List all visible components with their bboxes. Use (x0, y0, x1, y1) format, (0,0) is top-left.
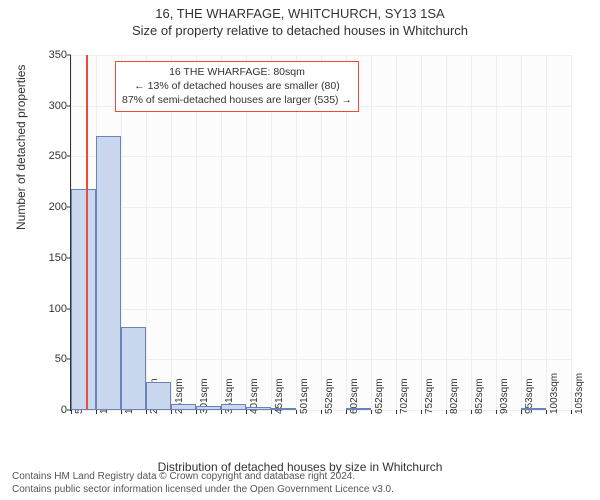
histogram-bar (146, 382, 171, 410)
marker-line (86, 55, 88, 410)
x-tick-label: 752sqm (424, 378, 435, 414)
footer-line: Contains public sector information licen… (12, 483, 394, 496)
histogram-bar (271, 408, 296, 410)
page-subtitle: Size of property relative to detached ho… (0, 23, 600, 38)
y-tick-label: 50 (37, 353, 71, 365)
annotation-line: ← 13% of detached houses are smaller (80… (122, 79, 352, 93)
histogram-bar (221, 404, 246, 410)
y-tick-label: 150 (37, 252, 71, 264)
x-tick-label: 501sqm (299, 378, 310, 414)
x-tick-label: 1003sqm (549, 373, 560, 414)
y-axis-label: Number of detached properties (14, 65, 28, 230)
x-tick-label: 702sqm (399, 378, 410, 414)
y-tick-label: 250 (37, 150, 71, 162)
x-tick-label: 1053sqm (574, 373, 585, 414)
y-tick-label: 200 (37, 201, 71, 213)
annotation-box: 16 THE WHARFAGE: 80sqm ← 13% of detached… (115, 61, 359, 112)
histogram-bar (96, 136, 121, 410)
histogram-bar (196, 406, 221, 410)
histogram-bar (171, 404, 196, 410)
histogram-bar (246, 407, 271, 410)
y-tick-label: 350 (37, 49, 71, 61)
histogram-bar (121, 327, 146, 410)
histogram-bar (346, 408, 371, 410)
annotation-line: 87% of semi-detached houses are larger (… (122, 93, 352, 107)
x-tick-label: 903sqm (499, 378, 510, 414)
chart-area: 05010015020025030035050sqm100sqm150sqm20… (70, 55, 570, 410)
y-tick-label: 100 (37, 303, 71, 315)
histogram-bar (521, 408, 546, 410)
footer-line: Contains HM Land Registry data © Crown c… (12, 470, 394, 483)
x-tick-label: 552sqm (324, 378, 335, 414)
histogram-bar (71, 189, 96, 410)
y-tick-label: 300 (37, 100, 71, 112)
x-tick-label: 652sqm (374, 378, 385, 414)
annotation-line: 16 THE WHARFAGE: 80sqm (122, 65, 352, 79)
page-title: 16, THE WHARFAGE, WHITCHURCH, SY13 1SA (0, 6, 600, 21)
footer: Contains HM Land Registry data © Crown c… (12, 470, 394, 496)
y-tick-label: 0 (37, 404, 71, 416)
x-tick-label: 802sqm (449, 378, 460, 414)
x-tick-label: 852sqm (474, 378, 485, 414)
